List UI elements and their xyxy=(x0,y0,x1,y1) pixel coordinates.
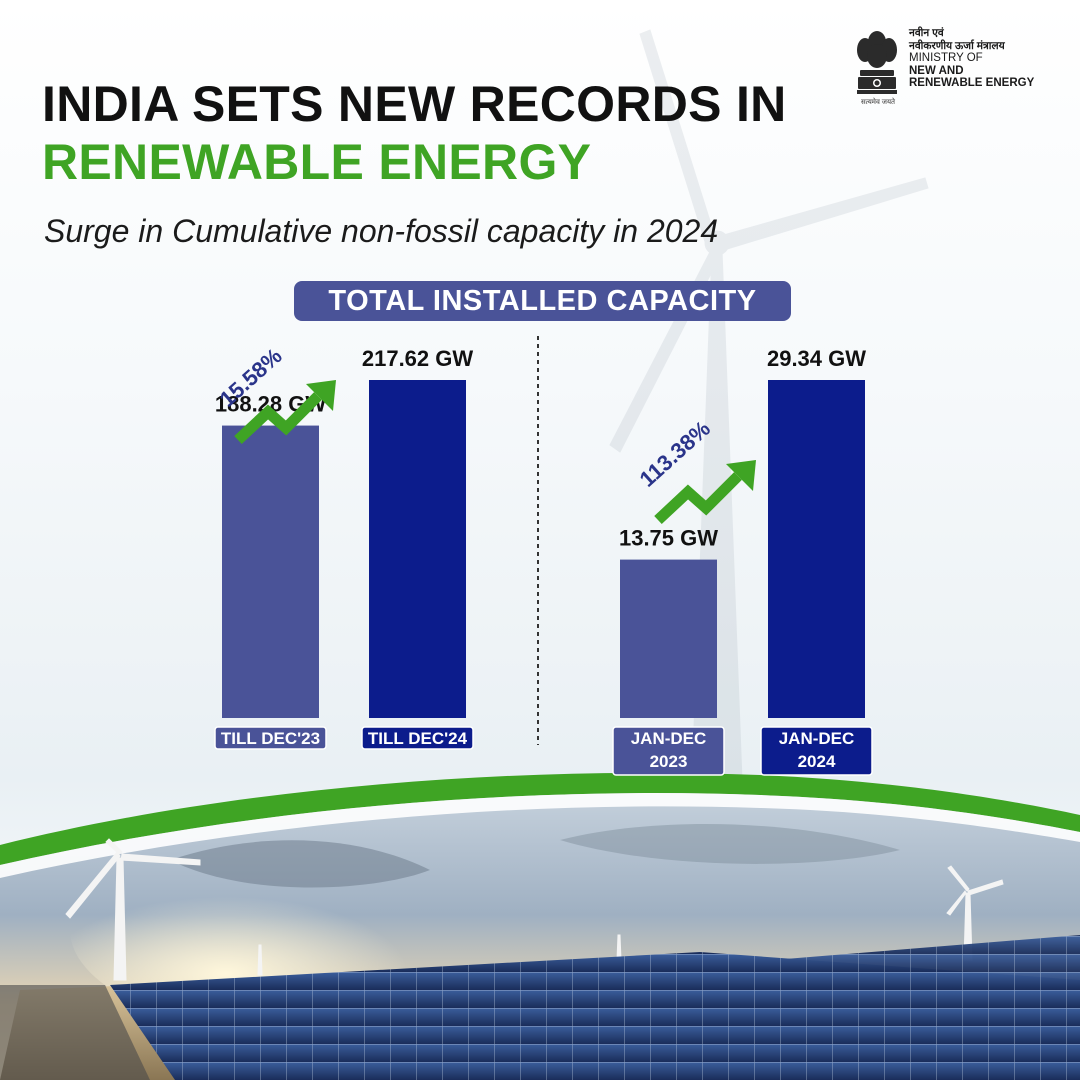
value-label-1-2: 217.62 GW xyxy=(362,346,474,371)
growth-percent-2: 113.38% xyxy=(635,416,715,492)
title-line-2: RENEWABLE ENERGY xyxy=(42,134,592,190)
ministry-hindi-line-2: नवीकरणीय ऊर्जा मंत्रालय xyxy=(909,39,1005,52)
category-label-2-2-line-2: 2024 xyxy=(798,752,836,771)
ministry-english-line-1: MINISTRY OF xyxy=(909,52,983,64)
green-wave xyxy=(0,772,1080,865)
category-label-box-1-2 xyxy=(361,726,474,750)
category-label-box-1-1 xyxy=(214,726,327,750)
subtitle: Surge in Cumulative non-fossil capacity … xyxy=(44,213,719,249)
ministry-english-line-3: RENEWABLE ENERGY xyxy=(909,77,1035,89)
emblem-motto: सत्यमेव जयते xyxy=(860,99,896,106)
bar-2-1 xyxy=(620,559,717,718)
category-label-2-1-line-1: JAN-DEC xyxy=(631,729,707,748)
section-label: TOTAL INSTALLED CAPACITY xyxy=(294,281,791,321)
category-label-box-2-1 xyxy=(612,726,725,776)
value-label-2-1: 13.75 GW xyxy=(619,526,718,551)
category-label-1-2: TILL DEC'24 xyxy=(368,729,468,748)
category-label-1-1: TILL DEC'23 xyxy=(221,729,320,748)
bar-1-1 xyxy=(222,425,319,718)
ministry-name: नवीन एवं नवीकरणीय ऊर्जा मंत्रालय MINISTR… xyxy=(909,27,1069,90)
category-label-2-1-line-2: 2023 xyxy=(650,752,688,771)
ministry-hindi-line-1: नवीन एवं xyxy=(909,27,944,39)
national-emblem-icon xyxy=(857,31,897,94)
growth-arrow-1 xyxy=(234,392,322,445)
growth-arrow-2 xyxy=(654,472,742,525)
horizon-turbines xyxy=(65,838,1004,981)
growth-arrowhead-2 xyxy=(726,460,756,491)
ministry-english-line-2: NEW AND xyxy=(909,64,964,77)
bar-1-2 xyxy=(369,380,466,718)
bar-2-2 xyxy=(768,380,865,718)
growth-arrowhead-1 xyxy=(306,380,336,411)
category-label-2-2-line-1: JAN-DEC xyxy=(779,729,855,748)
value-label-2-2: 29.34 GW xyxy=(767,346,866,371)
ministry-logo: सत्यमेव जयते नवीन एवं नवीकरणीय ऊर्जा मंत… xyxy=(852,22,1062,112)
category-label-box-2-2 xyxy=(760,726,873,776)
title-line-1: INDIA SETS NEW RECORDS IN xyxy=(42,76,787,132)
